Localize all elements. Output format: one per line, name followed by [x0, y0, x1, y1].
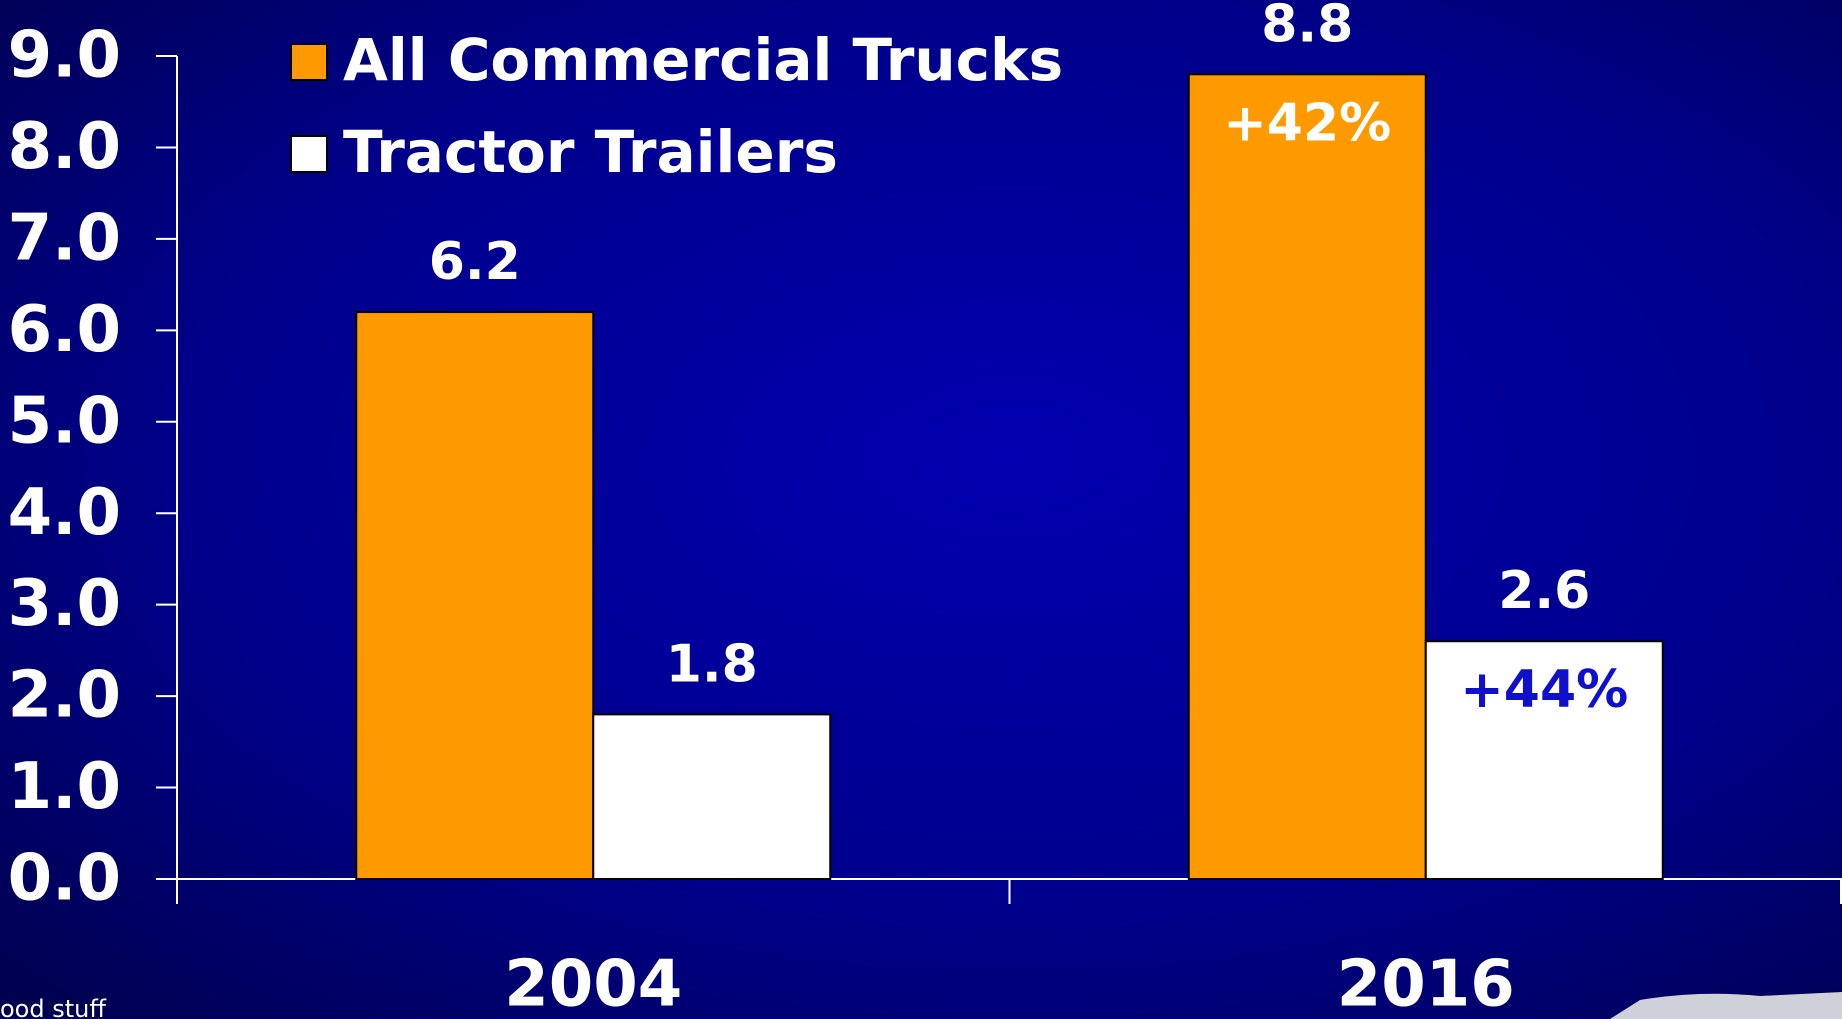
data-label: 8.8 [1261, 0, 1353, 54]
legend-swatch [290, 135, 328, 173]
y-tick-label: 9.0 [8, 19, 121, 93]
y-tick-label: 4.0 [8, 476, 121, 550]
bar [1424, 640, 1664, 880]
data-label: 2.6 [1498, 561, 1590, 621]
annotation: +42% [1223, 93, 1391, 153]
logo [1610, 992, 1842, 1019]
legend-label: Tractor Trailers [343, 118, 838, 186]
y-tick-label: 8.0 [8, 110, 121, 184]
y-tick-label: 7.0 [8, 201, 121, 275]
footer-text: ood stuff [0, 995, 106, 1019]
legend-swatch [290, 43, 328, 81]
data-label: 6.2 [429, 232, 521, 292]
x-tick-label: 2016 [1337, 948, 1515, 1019]
y-tick-label: 2.0 [8, 659, 121, 733]
bar [1187, 73, 1427, 881]
y-tick-label: 5.0 [8, 384, 121, 458]
x-tick-label: 2004 [504, 948, 682, 1019]
y-tick-label: 1.0 [8, 750, 121, 824]
annotation: +44% [1460, 660, 1628, 720]
data-label: 1.8 [666, 634, 758, 694]
legend-label: All Commercial Trucks [343, 26, 1063, 94]
y-tick-label: 6.0 [8, 293, 121, 367]
bar [355, 311, 595, 880]
y-tick-label: 0.0 [8, 842, 121, 916]
bar [592, 713, 832, 881]
y-tick-label: 3.0 [8, 567, 121, 641]
